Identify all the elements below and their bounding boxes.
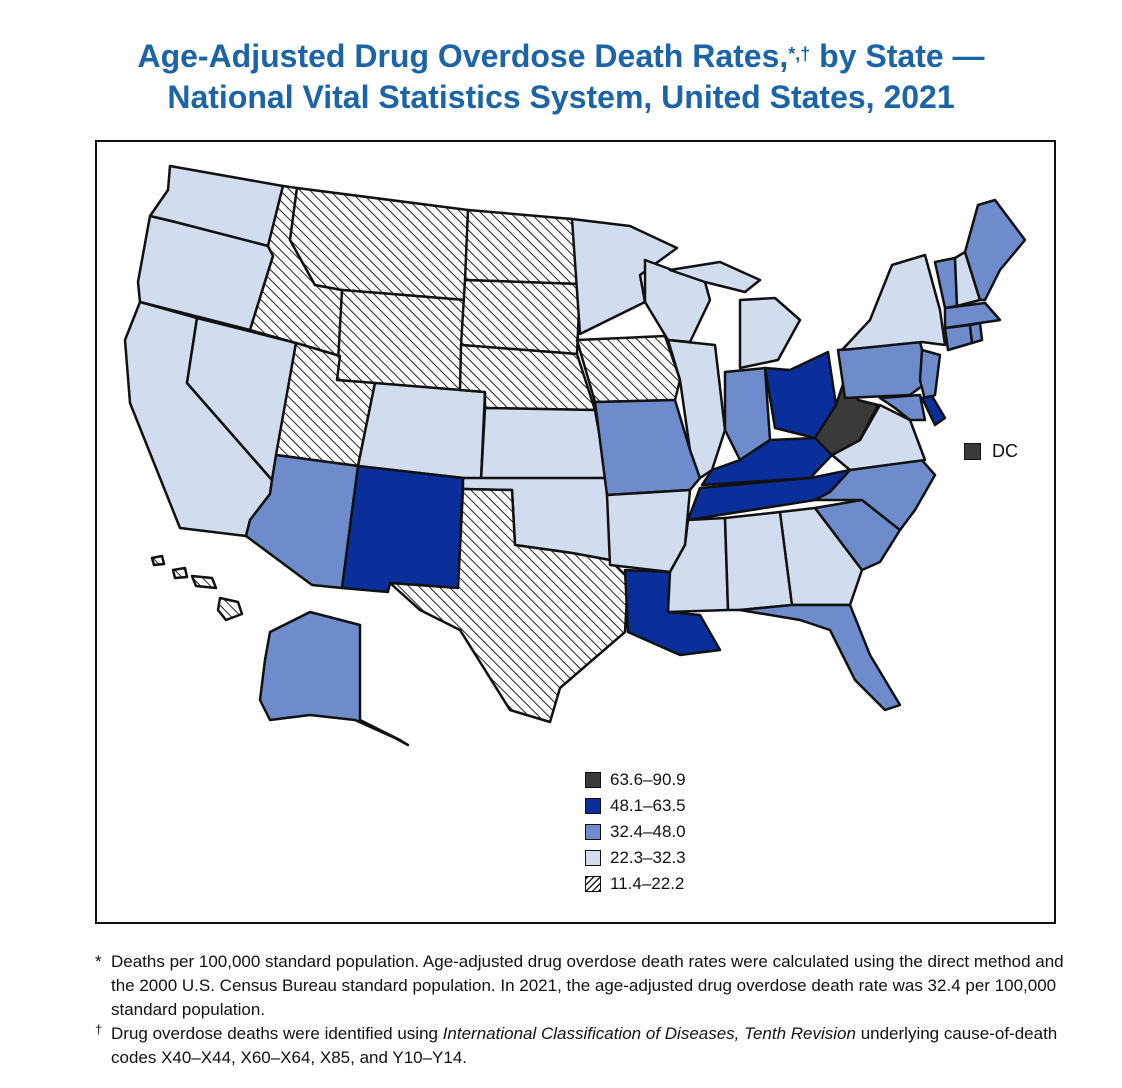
footnote-1: * Deaths per 100,000 standard population.… [95,952,1064,1019]
legend-item: 11.4–22.2 [585,871,686,897]
footnote-mark: * [95,952,102,971]
state-ME [963,198,1027,302]
state-WV [813,376,880,457]
map-title: Age-Adjusted Drug Overdose Death Rates,*… [0,36,1122,118]
title-line-1: Age-Adjusted Drug Overdose Death Rates,*… [137,38,985,74]
legend: 63.6–90.9 48.1–63.5 32.4–48.0 22.3–32.3 … [585,767,686,897]
state-FL [738,603,902,712]
state-NY [840,253,947,352]
state-MI-UP [668,260,762,294]
footnotes: * Deaths per 100,000 standard population.… [95,950,1065,1070]
state-MD [878,393,927,422]
legend-item: 63.6–90.9 [585,767,686,793]
footnote-mark: † [95,1022,103,1037]
state-HI [150,554,244,622]
dc-label: DC [992,441,1018,461]
legend-swatch [585,798,601,814]
state-GA [778,506,864,607]
legend-label: 48.1–63.5 [610,796,686,815]
legend-swatch [585,876,601,892]
legend-item: 22.3–32.3 [585,845,686,871]
dc-marker [964,443,981,460]
legend-swatch [585,850,601,866]
state-IL [666,338,727,480]
map-frame [95,140,1056,924]
state-MI [738,296,802,370]
legend-item: 32.4–48.0 [585,819,686,845]
title-line-2: National Vital Statistics System, United… [167,79,955,115]
state-AK [258,610,410,747]
legend-label: 32.4–48.0 [610,822,686,841]
legend-label: 11.4–22.2 [610,874,685,893]
state-IA [575,334,682,404]
legend-item: 48.1–63.5 [585,793,686,819]
footnote-2: † Drug overdose deaths were identified us… [95,1022,1065,1070]
legend-swatch [585,824,601,840]
state-MN [570,217,679,336]
title-footnote-marks: *,† [788,44,811,64]
legend-label: 22.3–32.3 [610,848,686,867]
legend-swatch [585,772,601,788]
state-NC [813,456,937,532]
state-TX [388,487,630,724]
state-SC [813,498,902,572]
legend-label: 63.6–90.9 [610,770,686,789]
state-DE [920,394,947,427]
state-MA [943,301,1002,330]
